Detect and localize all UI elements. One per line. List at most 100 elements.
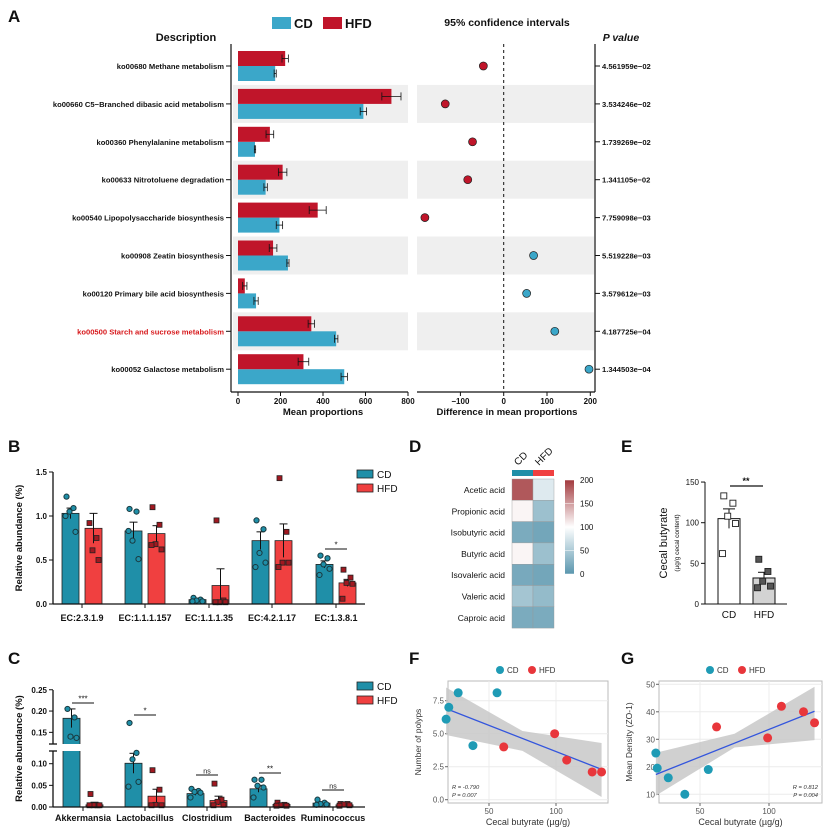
- legend-marker-hfd: [528, 666, 536, 674]
- heatmap-cell: [511, 606, 534, 629]
- tick-label: 800: [401, 397, 415, 406]
- bar-cd: [238, 66, 276, 81]
- data-point-hfd: [343, 579, 350, 586]
- bar-hfd: [238, 51, 286, 66]
- category-label: ko00660 C5−Branched dibasic acid metabol…: [53, 100, 224, 109]
- data-point-cd: [253, 517, 260, 524]
- colorbar-label: 200: [580, 476, 594, 485]
- y-axis-label: Relative abundance (%): [14, 695, 25, 802]
- p-value: 5.519228e−03: [602, 252, 651, 261]
- category-label: EC:1.1.1.157: [118, 613, 171, 623]
- data-point-cd: [187, 794, 194, 801]
- panel-label: G: [621, 649, 634, 668]
- correlation-annotation: P = 0.007: [452, 793, 478, 799]
- data-point-hfd: [283, 802, 290, 809]
- x-axis-label: Mean proportions: [283, 407, 363, 418]
- difference-point: [529, 251, 538, 260]
- bar-cd: [717, 518, 741, 605]
- data-point-cd: [651, 748, 661, 758]
- data-point-cd: [129, 756, 136, 763]
- difference-point: [550, 326, 560, 336]
- data-point-cd: [126, 719, 133, 727]
- confidence-band: [655, 686, 815, 796]
- data-point-cd: [129, 537, 136, 544]
- heatmap-cell: [532, 521, 555, 544]
- heatmap-cell: [511, 542, 534, 565]
- tick-label: −100: [451, 397, 470, 406]
- p-value: 1.739269e−02: [602, 138, 651, 147]
- data-point-hfd: [499, 742, 509, 752]
- data-point-cd: [444, 702, 454, 712]
- y-axis-label: Relative abundance (%): [14, 485, 25, 592]
- data-point-cd: [256, 549, 263, 557]
- data-point-hfd: [214, 798, 221, 805]
- data-point-hfd: [87, 791, 94, 797]
- column-title: Description: [156, 32, 217, 44]
- tick-label: 0.15: [31, 728, 47, 737]
- column-annotation-hfd: [533, 470, 554, 476]
- row-label: Isobutyric acid: [451, 528, 506, 538]
- legend-label: CD: [377, 682, 391, 693]
- difference-point: [440, 99, 450, 109]
- data-point-cd: [251, 776, 258, 783]
- p-value: 4.561959e−02: [602, 62, 651, 71]
- data-point-hfd: [149, 767, 156, 774]
- panel-label: A: [8, 7, 20, 26]
- data-point-hfd: [273, 802, 280, 809]
- tick-label: 150: [686, 478, 700, 487]
- category-label: EC:1.1.1.35: [185, 613, 233, 623]
- data-point-hfd: [279, 559, 286, 566]
- heatmap-cell: [511, 500, 534, 522]
- tick-label: 10: [646, 790, 655, 799]
- category-label: Lactobacillus: [116, 813, 174, 823]
- heatmap-cell: [532, 564, 555, 586]
- bar-cd: [238, 217, 280, 233]
- panel-label: D: [409, 437, 421, 456]
- data-point-hfd: [776, 701, 786, 711]
- tick-label: 1.5: [36, 468, 48, 477]
- data-point-cd: [191, 788, 198, 795]
- row-label: Propionic acid: [452, 506, 506, 516]
- data-point-cd: [135, 556, 142, 563]
- difference-point: [522, 289, 531, 298]
- legend-label: HFD: [749, 666, 766, 675]
- data-point-hfd: [339, 595, 346, 602]
- correlation-annotation: R = -0.790: [452, 785, 480, 791]
- y-axis-label: Mean Density (ZO-1): [624, 702, 634, 782]
- data-point-hfd: [810, 718, 820, 728]
- confidence-band: [446, 687, 602, 798]
- data-point-hfd: [158, 546, 165, 553]
- data-point-hfd: [96, 802, 103, 809]
- data-point-cd: [316, 571, 323, 579]
- data-point-hfd: [562, 755, 572, 765]
- ci-title: 95% confidence intervals: [444, 17, 570, 29]
- data-point-hfd: [86, 802, 93, 809]
- category-label: ko00360 Phenylalanine metabolism: [97, 138, 225, 147]
- data-point-hfd: [587, 767, 597, 777]
- legend-swatch-hfd: [356, 483, 374, 493]
- column-annotation-cd: [512, 470, 533, 476]
- legend-swatch-cd: [356, 469, 374, 479]
- data-point-cd: [492, 688, 502, 698]
- category-label: ko00908 Zeatin biosynthesis: [121, 252, 224, 261]
- data-point-hfd: [213, 517, 220, 524]
- data-point-hfd: [597, 767, 607, 777]
- p-value-title: P value: [603, 32, 640, 44]
- bar-hfd: [238, 126, 270, 142]
- tick-label: 100: [686, 519, 700, 528]
- legend-label: HFD: [377, 484, 398, 495]
- difference-point: [584, 364, 594, 374]
- data-point-hfd: [799, 707, 808, 717]
- bar-hfd: [238, 164, 283, 180]
- colorbar-label: 50: [580, 547, 589, 556]
- data-point-cd: [260, 526, 267, 533]
- row-label: Butyric acid: [461, 549, 505, 559]
- data-point-hfd: [93, 535, 100, 541]
- data-point-hfd: [346, 802, 353, 809]
- bar-hfd: [238, 354, 304, 370]
- difference-point: [420, 213, 430, 222]
- bar-hfd: [238, 240, 274, 256]
- legend-swatch-hfd: [356, 695, 374, 705]
- tick-label: 600: [359, 397, 373, 406]
- heatmap-cell: [511, 521, 534, 544]
